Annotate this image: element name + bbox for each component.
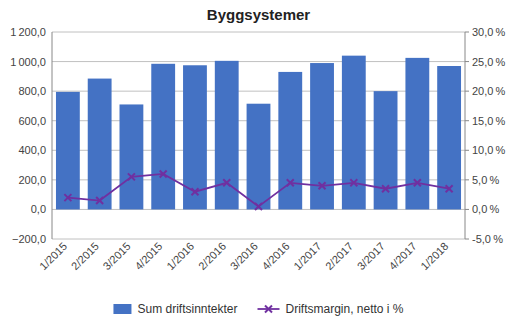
title: Byggsystemer [207, 6, 311, 23]
y2-tick-label: 15,0 % [472, 115, 506, 127]
y-tick-label: 800,0 [18, 85, 46, 97]
bar [374, 91, 398, 209]
y-tick-label: 1 000,0 [10, 56, 46, 68]
marker [96, 197, 103, 204]
x-tick-label: 3/2015 [101, 240, 133, 272]
y2-tick [465, 32, 469, 33]
marker [191, 188, 198, 195]
marker [223, 179, 230, 186]
legend-label: Driftsmargin, netto i % [286, 302, 404, 316]
y-tick-label: 200,0 [18, 174, 46, 186]
grid [52, 32, 465, 239]
y2-axis-line [465, 32, 466, 239]
legend-label: Sum driftsinntekter [137, 302, 237, 316]
x-tick-label: 3/2016 [228, 240, 260, 272]
bar [342, 56, 366, 210]
y-tick-label: 400,0 [18, 144, 46, 156]
marker [446, 185, 453, 192]
y2-tick-label: 30,0 % [472, 26, 506, 38]
y2-tick [465, 120, 469, 121]
x-tick-label: 1/2018 [418, 240, 450, 272]
legend-item: Sum driftsinntekter [113, 302, 237, 316]
bar [310, 63, 334, 209]
marker [128, 173, 135, 180]
bar [120, 104, 144, 209]
x-tick-label: 2/2015 [69, 240, 101, 272]
x-tick-label: 4/2016 [259, 240, 291, 272]
grid-line [52, 61, 465, 62]
plot-area [56, 56, 461, 210]
y2-tick [465, 179, 469, 180]
y2-tick [465, 209, 469, 210]
grid-line [52, 32, 465, 33]
x-tick-label: 2/2017 [323, 240, 355, 272]
y2-tick [465, 91, 469, 92]
marker [414, 179, 421, 186]
bar [215, 61, 239, 210]
legend: Sum driftsinntekter Driftsmargin, netto i… [113, 302, 403, 316]
marker [382, 185, 389, 192]
grid-line [52, 91, 465, 92]
legend-swatch [113, 304, 131, 314]
x-tick-label: 3/2017 [355, 240, 387, 272]
bar [151, 64, 175, 210]
chart: Byggsystemer −200,0 0,0 200,0 400,0 600,0 800,… [0, 0, 517, 323]
x-tick-label: 1/2016 [164, 240, 196, 272]
marker [160, 170, 167, 177]
marker [64, 194, 71, 201]
y2-tick-label: 5,0 % [472, 174, 499, 186]
y2-tick-label: 20,0 % [472, 85, 506, 97]
bar [405, 58, 429, 210]
y2-tick-label: 10,0 % [472, 144, 506, 156]
x-tick-label: 4/2015 [132, 240, 164, 272]
y2-tick [465, 61, 469, 62]
y2-tick-label: 0,0 % [472, 203, 499, 215]
y2-tick-label: 25,0 % [472, 56, 506, 68]
y-tick-label: 1 200,0 [10, 26, 46, 38]
y2-tick [465, 239, 469, 240]
line [68, 174, 449, 207]
bar [247, 104, 271, 210]
legend-item: Driftsmargin, netto i % [258, 302, 404, 316]
x-tick-label: 4/2017 [386, 240, 418, 272]
y-tick-label: −200,0 [12, 233, 46, 245]
bar [88, 79, 112, 210]
y-axis-line [52, 32, 53, 239]
legend-marker [265, 306, 272, 313]
x-tick-label: 1/2015 [37, 240, 69, 272]
grid-line [52, 239, 465, 240]
y2-tick [465, 150, 469, 151]
y-tick-label: 0,0 [31, 203, 46, 215]
marker [255, 203, 262, 210]
bar [56, 92, 80, 210]
x-tick-label: 2/2016 [196, 240, 228, 272]
y-tick-label: 600,0 [18, 115, 46, 127]
x-tick-label: 1/2017 [291, 240, 323, 272]
marker [319, 182, 326, 189]
marker [287, 179, 294, 186]
y2-tick-label: -5,0 % [472, 233, 503, 245]
legend-marker [265, 306, 272, 313]
marker [350, 179, 357, 186]
